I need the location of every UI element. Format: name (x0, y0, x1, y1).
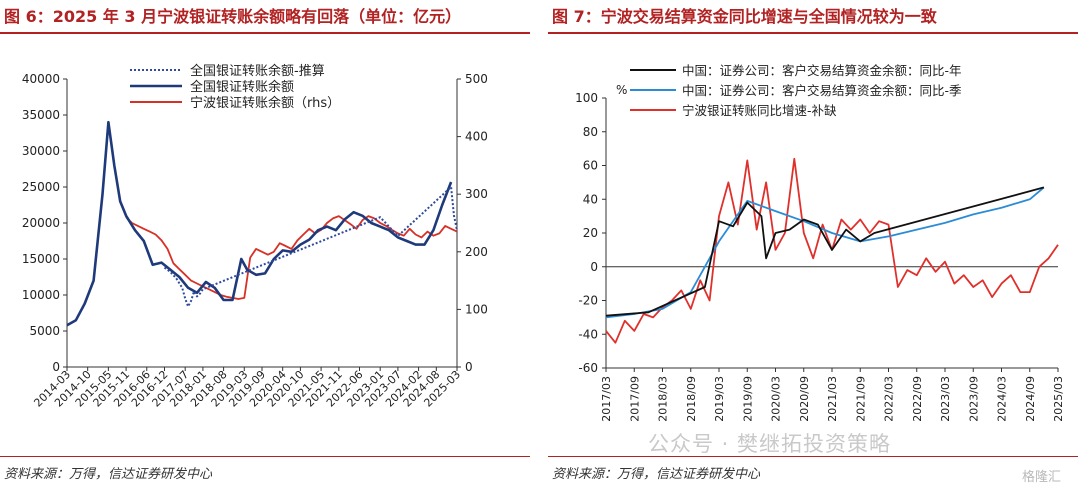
y-tick-label: 60 (583, 159, 598, 173)
y-tick-label: 80 (583, 125, 598, 139)
x-tick-label: 2019/03 (713, 376, 726, 422)
series-line-2 (125, 215, 458, 300)
right-bottom-rule (548, 456, 1078, 457)
y-tick-label: 40 (583, 192, 598, 206)
legend-label-0: 中国：证券公司：客户交易结算资金余额：同比-年 (682, 63, 962, 78)
y2-tick-label: 300 (465, 187, 488, 201)
right-chart-svg: % -60 -40 -20 0 20 40 60 80 100 2017/03 2017/09 2018… (575, 63, 1065, 422)
x-tick-label: 2018/09 (685, 376, 698, 422)
series-line-0 (605, 186, 1045, 317)
x-tick-label: 2019/09 (741, 376, 754, 422)
left-chart-source: 资料来源：万得，信达证券研发中心 (4, 467, 213, 482)
y2-tick-label: 500 (465, 72, 488, 86)
right-chart-source: 资料来源：万得，信达证券研发中心 (552, 467, 761, 482)
unit-label: % (616, 83, 627, 97)
x-tick-label: 2020/09 (798, 376, 811, 422)
x-tick-label: 2021/03 (826, 376, 839, 422)
y-tick-label: 20 (583, 226, 598, 240)
x-tick-label: 2022/09 (911, 376, 924, 422)
x-tick-label: 2018/03 (657, 376, 670, 422)
x-tick-label: 2023/09 (967, 376, 980, 422)
y2-tick-label: 400 (465, 130, 488, 144)
x-tick-label: 2017/09 (628, 376, 641, 422)
x-tick-label: 2025/03 (1052, 376, 1065, 422)
watermark-logo: 格隆汇 (1022, 470, 1062, 485)
left-chart-title: 图 6：2025 年 3 月宁波银证转账余额略有回落（单位：亿元） (4, 7, 462, 26)
y-tick-label: 10000 (22, 288, 60, 302)
x-tick-label: 2020/03 (770, 376, 783, 422)
y-tick-label: -20 (578, 294, 598, 308)
y-tick-label: 20000 (22, 216, 60, 230)
watermark-text: 公众号 · 樊继拓投资策略 (648, 432, 892, 456)
y-tick-label: -60 (578, 361, 598, 375)
x-tick-label: 2024/09 (1024, 376, 1037, 422)
x-tick-label: 2024/03 (996, 376, 1009, 422)
y-tick-label: -40 (578, 327, 598, 341)
x-tick-label: 2022/03 (883, 376, 896, 422)
y2-tick-label: 0 (465, 360, 473, 374)
left-title-rule (0, 32, 530, 34)
y-tick-label: 5000 (29, 324, 60, 338)
x-tick-label: 2021/09 (854, 376, 867, 422)
y2-tick-label: 200 (465, 245, 488, 259)
y2-tick-label: 100 (465, 302, 488, 316)
legend-label-2: 宁波银证转账同比增速-补缺 (682, 103, 837, 118)
y-tick-label: 40000 (22, 72, 60, 86)
x-tick-label: 2023/03 (939, 376, 952, 422)
y-tick-label: 100 (575, 91, 598, 105)
series-line-1 (605, 186, 1045, 319)
y-tick-label: 25000 (22, 180, 60, 194)
y-tick-label: 0 (590, 260, 598, 274)
left-chart-svg: 0500010000150002000025000300003500040000… (22, 63, 488, 410)
series-line-1 (66, 120, 453, 327)
series-line-0 (163, 186, 458, 308)
left-chart-panel: 图 6：2025 年 3 月宁波银证转账余额略有回落（单位：亿元） 0 5000 1… (0, 0, 535, 494)
y-tick-label: 15000 (22, 252, 60, 266)
legend-label-1: 全国银证转账余额 (190, 79, 294, 95)
y-tick-label: 0 (52, 360, 60, 374)
right-chart-title: 图 7：宁波交易结算资金同比增速与全国情况较为一致 (552, 7, 937, 26)
left-bottom-rule (0, 456, 530, 457)
y-tick-label: 35000 (22, 108, 60, 122)
legend-label-0: 全国银证转账余额-推算 (190, 63, 325, 79)
right-title-rule (548, 32, 1078, 34)
legend-label-1: 中国：证券公司：客户交易结算资金余额：同比-季 (682, 83, 962, 98)
legend-label-2: 宁波银证转账余额（rhs） (190, 95, 340, 111)
right-chart-panel: 图 7：宁波交易结算资金同比增速与全国情况较为一致 % -60 -40 -20 0 20 4… (548, 0, 1080, 494)
y-tick-label: 30000 (22, 144, 60, 158)
x-tick-label: 2017/03 (600, 376, 613, 422)
